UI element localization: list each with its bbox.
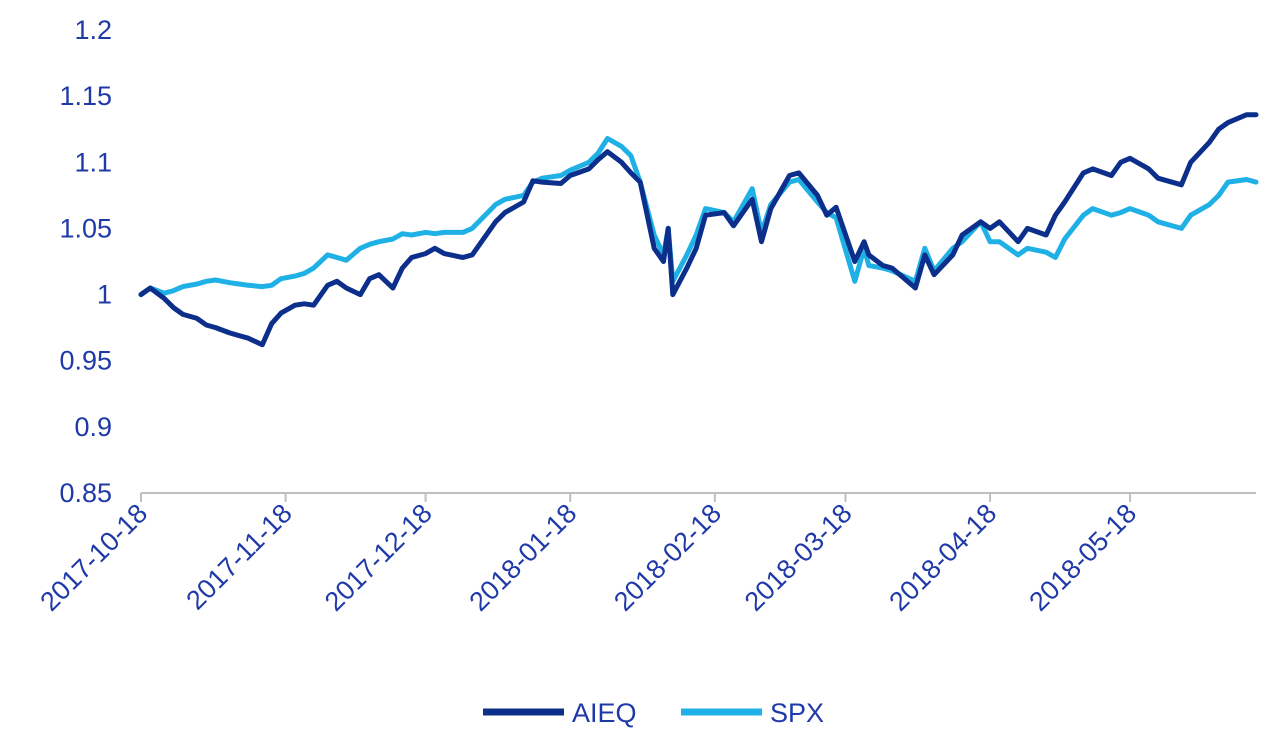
y-tick-label: 1.2 xyxy=(74,15,112,45)
y-tick-label: 1.1 xyxy=(74,147,112,177)
x-tick-label: 2018-04-18 xyxy=(883,498,1002,617)
y-tick-label: 0.95 xyxy=(59,346,112,376)
y-tick-label: 1 xyxy=(97,280,112,310)
x-axis-ticks: 2017-10-18 2017-11-18 2017-12-18 2018-01-18… xyxy=(34,493,1142,617)
legend: AIEQ SPX xyxy=(483,698,824,728)
x-tick-label: 2017-11-18 xyxy=(180,498,297,615)
x-tick-label: 2018-05-18 xyxy=(1023,498,1142,617)
series-line-spx xyxy=(138,136,1259,298)
x-tick-label: 2018-01-18 xyxy=(464,498,583,617)
y-tick-label: 0.9 xyxy=(74,412,112,442)
y-tick-label: 0.85 xyxy=(59,478,112,508)
y-tick-label: 1.15 xyxy=(59,81,112,111)
legend-label-aieq: AIEQ xyxy=(572,698,637,728)
x-tick-label: 2017-10-18 xyxy=(34,498,153,617)
series-line-aieq xyxy=(138,112,1259,348)
legend-label-spx: SPX xyxy=(770,698,824,728)
x-tick-label: 2018-02-18 xyxy=(608,498,727,617)
y-axis-tick-labels: 0.85 0.9 0.95 1 1.05 1.1 1.15 1.2 xyxy=(59,15,112,508)
series-lines xyxy=(138,112,1259,348)
x-tick-label: 2018-03-18 xyxy=(739,498,858,617)
y-tick-label: 1.05 xyxy=(59,213,112,243)
x-tick-label: 2017-12-18 xyxy=(319,498,438,617)
